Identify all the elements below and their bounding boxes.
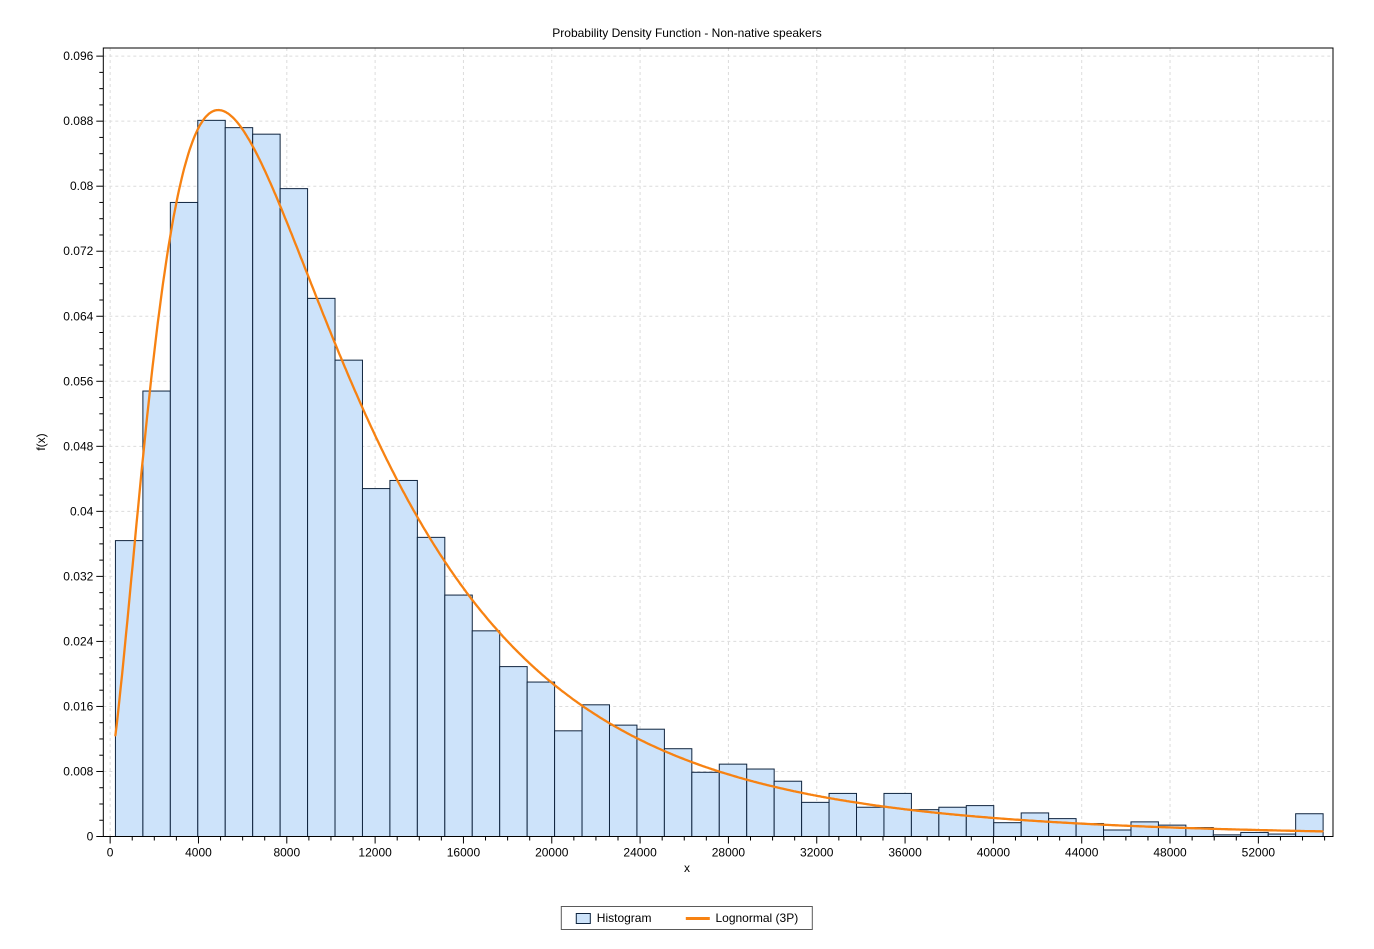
histogram-bar xyxy=(856,806,885,837)
y-tick-label: 0 xyxy=(87,830,94,844)
histogram-bar xyxy=(307,297,336,837)
y-tick-label: 0.008 xyxy=(63,764,93,778)
x-tick-label: 40000 xyxy=(977,846,1011,860)
histogram-bar xyxy=(554,730,583,838)
y-tick-label: 0.024 xyxy=(63,634,93,648)
histogram-bar xyxy=(883,792,912,837)
histogram-bar xyxy=(334,359,363,837)
x-tick-labels: 0 4000 8000 12000 16000 20000 24000 28000 32000 3… xyxy=(107,846,1276,860)
y-tick-label: 0.064 xyxy=(63,309,93,323)
histogram-bar xyxy=(1295,813,1324,837)
y-tick-label: 0.032 xyxy=(63,569,93,583)
histogram-bar xyxy=(801,801,830,837)
legend-label-histogram: Histogram xyxy=(596,911,652,925)
y-axis-label: f(x) xyxy=(34,433,48,450)
histogram-bar xyxy=(389,479,418,837)
chart-title: Probability Density Function - Non-nativ… xyxy=(552,26,822,40)
y-tick-label: 0.056 xyxy=(63,374,93,388)
axes-ticks xyxy=(96,55,1326,844)
histogram-bar xyxy=(416,536,446,837)
histogram-bar xyxy=(965,805,995,837)
y-tick-label: 0.04 xyxy=(70,504,94,518)
legend-label-lognormal: Lognormal (3P) xyxy=(715,911,799,925)
histogram-bar xyxy=(608,724,638,838)
histogram-bar xyxy=(224,127,254,838)
y-tick-labels: 0 0.008 0.016 0.024 0.032 0.04 0.048 0.056 0.064… xyxy=(63,49,93,843)
x-tick-label: 0 xyxy=(107,846,114,860)
y-tick-label: 0.016 xyxy=(63,699,93,713)
histogram-bar xyxy=(279,188,309,837)
x-tick-label: 32000 xyxy=(800,846,834,860)
y-tick-label: 0.096 xyxy=(63,49,93,63)
x-axis-label: x xyxy=(684,861,690,875)
histogram-bar xyxy=(142,390,171,837)
plot-border xyxy=(102,47,1334,837)
histogram-bar xyxy=(993,822,1022,837)
x-tick-label: 36000 xyxy=(888,846,922,860)
y-tick-label: 0.072 xyxy=(63,244,93,258)
histogram-bar xyxy=(1240,831,1269,838)
x-tick-label: 44000 xyxy=(1065,846,1099,860)
histogram-bar xyxy=(663,748,693,838)
histogram-swatch-icon xyxy=(575,912,591,924)
histogram-bar xyxy=(252,133,281,838)
legend: Histogram Lognormal (3P) xyxy=(560,906,814,930)
x-tick-label: 8000 xyxy=(273,846,300,860)
x-tick-label: 16000 xyxy=(447,846,481,860)
x-tick-label: 4000 xyxy=(185,846,212,860)
histogram-bar xyxy=(938,806,967,837)
y-tick-label: 0.048 xyxy=(63,439,93,453)
histogram-bar xyxy=(746,768,775,838)
histogram-bar xyxy=(471,630,501,838)
histogram-bar xyxy=(691,771,720,838)
histogram-bars xyxy=(114,119,1324,838)
x-tick-label: 24000 xyxy=(623,846,657,860)
histogram-bar xyxy=(1103,829,1132,837)
x-tick-label: 28000 xyxy=(712,846,746,860)
histogram-bar xyxy=(499,666,528,837)
y-tick-label: 0.08 xyxy=(70,179,94,193)
y-tick-label: 0.088 xyxy=(63,114,93,128)
x-tick-label: 48000 xyxy=(1153,846,1187,860)
lognormal-line-icon xyxy=(685,916,710,920)
histogram-bar xyxy=(581,704,610,837)
x-tick-label: 52000 xyxy=(1242,846,1276,860)
legend-item-histogram: Histogram xyxy=(575,911,652,925)
histogram-bar xyxy=(361,488,391,837)
lognormal-fit-curve xyxy=(114,108,1324,833)
histogram-bar xyxy=(197,119,226,838)
histogram-bar xyxy=(444,594,473,837)
histogram-bar xyxy=(1130,821,1159,837)
histogram-bar xyxy=(526,681,556,837)
histogram-bar xyxy=(1020,812,1050,837)
x-tick-label: 20000 xyxy=(535,846,569,860)
histogram-bar xyxy=(169,201,199,837)
x-tick-label: 12000 xyxy=(358,846,392,860)
legend-item-lognormal: Lognormal (3P) xyxy=(685,911,798,925)
